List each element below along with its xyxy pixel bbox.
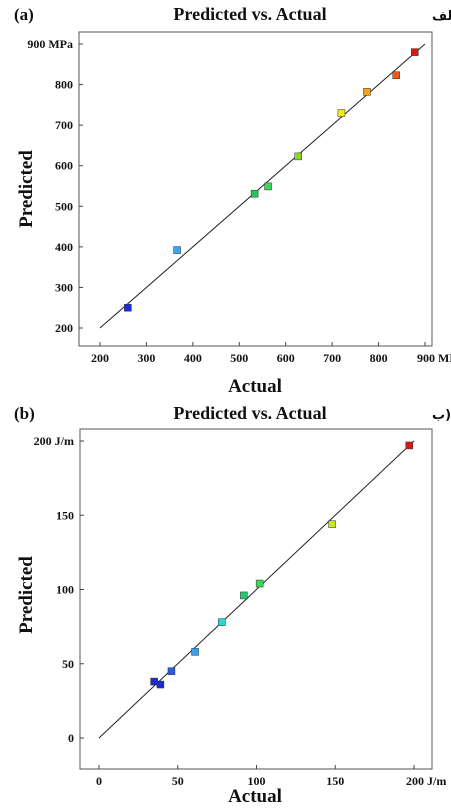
panel-b-y-axis-label: Predicted: [16, 556, 37, 634]
panel-b-y-tick-label: 0: [68, 731, 74, 745]
panel-a-title: Predicted vs. Actual: [173, 4, 326, 24]
panel-b-title: Predicted vs. Actual: [173, 403, 326, 423]
panel-b-label: (b): [14, 404, 35, 423]
panel-a-x-tick-label: 500: [230, 351, 248, 365]
panel-b-ticks: 0 50 100 150 200 J/m 0 50 100 150 200 J/m: [34, 434, 447, 788]
panel-b-x-tick-label: 100: [248, 774, 266, 788]
panel-b-plot-area: [79, 428, 433, 770]
panel-a-data-point: [124, 303, 132, 312]
panel-a-plot-area: [78, 31, 433, 347]
panel-a-x-tick-label: 600: [277, 351, 295, 365]
panel-b-data-point: [328, 520, 336, 528]
panel-a: (a) Predicted vs. Actual (الف 200 300 400 5…: [14, 4, 451, 397]
panel-a-reference-line: [99, 43, 426, 329]
panel-a-x-axis-label: Actual: [228, 376, 282, 397]
panel-b-data-point: [240, 591, 248, 600]
panel-b-y-tick-label: 200 J/m: [34, 434, 74, 448]
panel-a-y-tick-label: 800: [55, 78, 73, 92]
panel-b-y-tick-label: 100: [56, 583, 74, 597]
panel-b: (b) Predicted vs. Actual (ب 0 50 100 150 200…: [14, 403, 451, 807]
panel-a-x-tick-label: 200: [91, 351, 109, 365]
panel-a-y-tick-label: 500: [55, 199, 73, 213]
panel-a-label: (a): [14, 5, 34, 24]
panel-b-points: [150, 441, 414, 689]
panel-b-data-point: [218, 618, 226, 626]
panel-b-data-point: [255, 579, 264, 588]
panel-a-data-point: [250, 189, 259, 198]
panel-a-y-tick-label: 600: [55, 159, 73, 173]
panel-a-data-point: [264, 182, 272, 191]
panel-b-data-point: [167, 667, 176, 675]
panel-b-data-point: [405, 441, 414, 450]
panel-a-y-tick-label: 900 MPa: [27, 37, 73, 51]
panel-b-data-point: [156, 680, 165, 689]
panel-b-x-tick-label: 50: [172, 774, 184, 788]
panel-b-y-tick-label: 150: [56, 508, 74, 522]
panel-b-x-tick-label: 150: [326, 774, 344, 788]
panel-a-x-tick-label: 700: [323, 351, 341, 365]
panel-b-data-point: [191, 648, 199, 656]
panel-a-ticks: 200 300 400 500 600 700 800 900 MPa 200 300 400 500…: [27, 37, 451, 365]
panel-b-data-point: [150, 677, 158, 686]
panel-a-data-point: [411, 48, 419, 56]
panel-a-persian-label: (الف: [432, 9, 451, 24]
panel-b-persian-label: (ب: [432, 408, 451, 423]
panel-b-x-tick-label: 0: [96, 774, 102, 788]
panel-a-y-axis-label: Predicted: [16, 150, 37, 228]
panel-a-x-tick-label: 900 MPa: [417, 351, 451, 365]
panel-b-reference-line: [98, 440, 415, 739]
panel-a-x-tick-label: 300: [137, 351, 155, 365]
panel-b-x-axis-label: Actual: [228, 786, 282, 807]
panel-a-y-tick-label: 400: [55, 240, 73, 254]
panel-a-y-tick-label: 200: [55, 321, 73, 335]
panel-a-data-point: [392, 71, 400, 79]
panel-a-x-tick-label: 400: [184, 351, 202, 365]
panel-a-data-point: [363, 88, 371, 96]
panel-a-y-tick-label: 300: [55, 280, 73, 294]
panel-b-x-tick-label: 200 J/m: [406, 774, 446, 788]
panel-a-x-tick-label: 800: [370, 351, 388, 365]
panel-a-points: [124, 48, 419, 312]
panel-a-y-tick-label: 700: [55, 118, 73, 132]
panel-b-y-tick-label: 50: [62, 657, 74, 671]
panel-a-data-point: [294, 152, 302, 161]
panel-a-data-point: [337, 109, 346, 117]
panel-a-data-point: [173, 246, 181, 254]
